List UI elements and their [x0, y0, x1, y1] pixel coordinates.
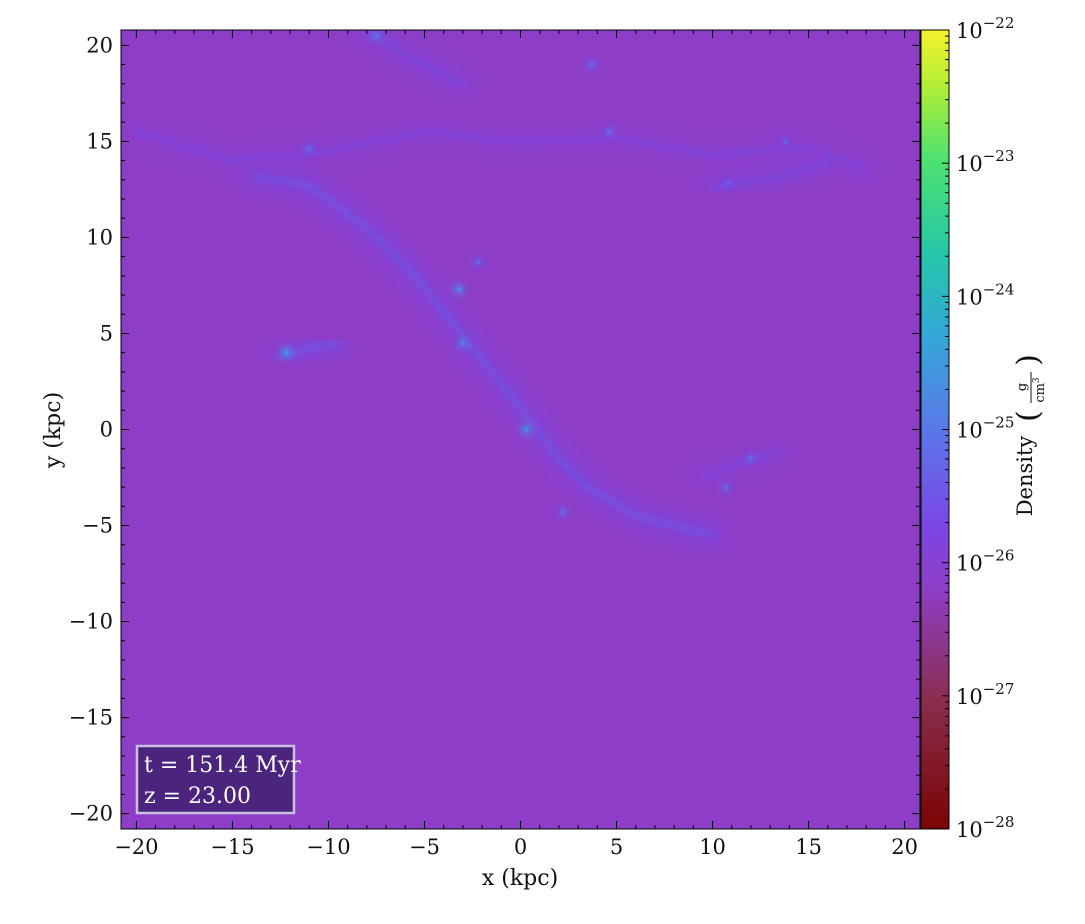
x-tick-label: −15 [210, 835, 254, 859]
density-clump [374, 33, 379, 38]
annotation-time: t = 151.4 Myr [144, 753, 301, 778]
colorbar-unit-denominator: cm3 [1032, 377, 1048, 403]
colorbar-ticks: 10−22 10−23 10−24 10−25 10−26 10−27 10−28 [942, 14, 1014, 842]
density-clump [748, 456, 754, 461]
colorbar-paren-close: ) [1011, 354, 1046, 366]
density-clump [723, 484, 729, 490]
filament [701, 450, 782, 480]
density-clump [476, 260, 481, 265]
x-tick-label: −20 [114, 835, 158, 859]
density-clump [589, 62, 594, 67]
density-clump [460, 340, 466, 346]
colorbar-label: Density ( g cm3 ) [1011, 354, 1048, 516]
y-tick-label: 0 [100, 418, 113, 442]
density-clump [283, 350, 289, 355]
y-tick-label: 20 [86, 33, 113, 57]
density-clump [524, 427, 529, 432]
filament [134, 129, 869, 173]
y-tick-label: −5 [82, 514, 113, 538]
density-clump [560, 509, 565, 515]
colorbar-tick-label: 10−24 [956, 280, 1014, 309]
annotation-box [135, 744, 296, 815]
x-tick-label: 15 [795, 835, 822, 859]
x-axis-label: x (kpc) [482, 866, 558, 891]
x-tick-label: 20 [891, 835, 918, 859]
filament [364, 30, 465, 86]
x-tick-label: 10 [699, 835, 726, 859]
colorbar: 10−22 10−23 10−24 10−25 10−26 10−27 10−28 Dens… [920, 14, 1048, 842]
colorbar-unit-exponent: 3 [1032, 377, 1042, 383]
density-clump [456, 287, 462, 292]
filament [249, 174, 715, 538]
colorbar-tick-label: 10−28 [956, 813, 1014, 842]
time-redshift-annotation: t = 151.4 Myr z = 23.00 [135, 744, 301, 815]
density-clump [606, 129, 612, 134]
colorbar-tick-label: 10−27 [956, 680, 1014, 709]
y-tick-label: 5 [100, 321, 113, 345]
colorbar-unit-numerator: g [1015, 383, 1030, 391]
y-tick-label: −15 [69, 706, 113, 730]
x-axis-ticks: −20 −15 −10 −5 0 5 10 15 20 [114, 30, 918, 859]
colorbar-tick-label: 10−26 [956, 547, 1014, 576]
x-tick-label: −10 [306, 835, 350, 859]
density-map [121, 30, 920, 829]
density-clump [725, 181, 731, 186]
annotation-redshift: z = 23.00 [144, 784, 251, 809]
colorbar-tick-label: 10−25 [956, 414, 1014, 443]
density-clump [307, 146, 312, 152]
colorbar-label-density: Density [1013, 436, 1037, 517]
colorbar-paren-open: ( [1011, 410, 1046, 422]
density-clump [783, 139, 788, 144]
y-tick-label: −20 [69, 802, 113, 826]
x-tick-label: −5 [409, 835, 440, 859]
x-tick-label: 5 [610, 835, 623, 859]
y-tick-label: 15 [86, 129, 113, 153]
y-axis-ticks: −20 −15 −10 −5 0 5 10 15 20 [69, 33, 920, 826]
x-tick-label: 0 [514, 835, 527, 859]
colorbar-tick-label: 10−22 [956, 14, 1014, 43]
y-tick-label: −10 [69, 610, 113, 634]
y-axis-label: y (kpc) [41, 392, 66, 469]
y-tick-label: 10 [86, 225, 113, 249]
colorbar-tick-label: 10−23 [956, 147, 1014, 176]
